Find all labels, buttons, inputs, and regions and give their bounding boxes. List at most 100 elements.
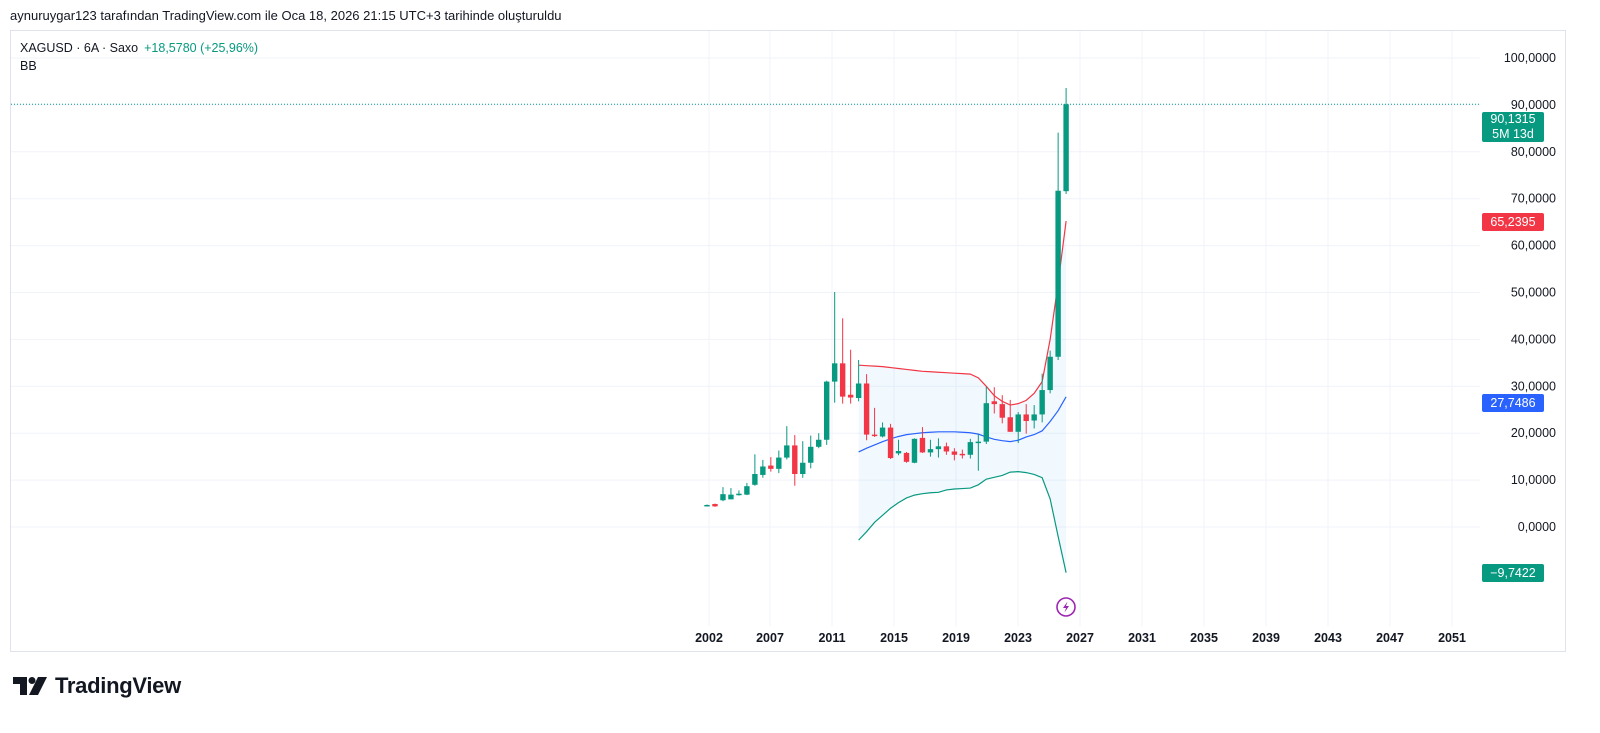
y-tick-label: 40,0000 bbox=[1511, 332, 1556, 346]
candle bbox=[871, 407, 878, 437]
candle-body bbox=[999, 404, 1005, 418]
bb-fill-area bbox=[858, 221, 1067, 573]
bb-lower-badge: −9,7422 bbox=[1482, 564, 1544, 582]
candle-body bbox=[816, 439, 822, 447]
bb-upper-line bbox=[858, 220, 1067, 406]
x-tick-label: 2039 bbox=[1252, 631, 1280, 645]
x-tick-label: 2047 bbox=[1376, 631, 1404, 645]
candle bbox=[1055, 132, 1061, 361]
candle bbox=[800, 441, 806, 478]
chart-frame[interactable] bbox=[10, 30, 1566, 652]
candle bbox=[728, 488, 734, 500]
candle-body bbox=[927, 449, 934, 453]
candle bbox=[1047, 350, 1053, 394]
candle-body bbox=[728, 494, 734, 500]
candle-body bbox=[808, 446, 814, 463]
candle bbox=[720, 487, 726, 502]
x-tick-label: 2007 bbox=[756, 631, 784, 645]
candle bbox=[983, 386, 989, 444]
candle bbox=[927, 439, 934, 457]
candle bbox=[736, 490, 742, 496]
y-tick-label: 90,0000 bbox=[1511, 98, 1556, 112]
candle-body bbox=[895, 451, 902, 454]
x-tick-label: 2027 bbox=[1066, 631, 1094, 645]
candle bbox=[991, 387, 997, 414]
candle-body bbox=[1015, 414, 1021, 432]
candle-body bbox=[1007, 417, 1013, 432]
candle-body bbox=[959, 453, 966, 456]
x-tick-label: 2015 bbox=[880, 631, 908, 645]
last-price-value: 90,1315 bbox=[1490, 112, 1536, 126]
candle bbox=[792, 435, 798, 486]
candle bbox=[919, 427, 926, 453]
candle-body bbox=[847, 394, 854, 398]
bb-basis-badge: 27,7486 bbox=[1482, 394, 1544, 412]
candle bbox=[943, 442, 950, 455]
candle bbox=[863, 374, 870, 441]
candle-body bbox=[839, 363, 846, 397]
candle bbox=[999, 395, 1005, 424]
candle-body bbox=[879, 427, 886, 437]
chart-legend: XAGUSD · 6A · Saxo +18,5780 (+25,96%) BB bbox=[20, 39, 258, 75]
y-tick-label: 10,0000 bbox=[1511, 473, 1556, 487]
symbol-info[interactable]: XAGUSD · 6A · Saxo bbox=[20, 41, 139, 55]
chart-credit: aynuruygar123 tarafından TradingView.com… bbox=[10, 8, 562, 23]
candle bbox=[879, 422, 886, 438]
candle bbox=[847, 349, 854, 404]
bar-countdown: 5M 13d bbox=[1492, 127, 1534, 141]
y-tick-label: 60,0000 bbox=[1511, 239, 1556, 253]
x-tick-label: 2043 bbox=[1314, 631, 1342, 645]
candle-body bbox=[911, 438, 918, 463]
candle bbox=[1039, 373, 1045, 423]
candle-body bbox=[736, 493, 742, 496]
candle-body bbox=[1039, 390, 1045, 415]
candle bbox=[768, 457, 774, 472]
candle-body bbox=[855, 383, 862, 399]
candle bbox=[1031, 405, 1037, 429]
candle-body bbox=[1055, 190, 1061, 357]
candle bbox=[1023, 404, 1029, 434]
y-tick-label: 100,0000 bbox=[1504, 51, 1556, 65]
candle-body bbox=[744, 486, 750, 495]
candle bbox=[1063, 88, 1069, 195]
candle bbox=[975, 433, 982, 471]
candle-body bbox=[784, 445, 790, 458]
x-tick-label: 2031 bbox=[1128, 631, 1156, 645]
candle-body bbox=[712, 504, 718, 507]
candle-body bbox=[1023, 414, 1029, 422]
candle-body bbox=[983, 403, 989, 442]
candle bbox=[895, 439, 902, 456]
y-tick-label: 70,0000 bbox=[1511, 192, 1556, 206]
candle-body bbox=[943, 446, 950, 452]
candle-body bbox=[975, 441, 982, 444]
tradingview-logo-text: TradingView bbox=[55, 673, 181, 698]
y-tick-label: 20,0000 bbox=[1511, 426, 1556, 440]
candle bbox=[816, 433, 822, 449]
candle bbox=[1007, 399, 1013, 432]
candle-body bbox=[776, 457, 782, 469]
candle bbox=[776, 450, 782, 474]
x-tick-label: 2011 bbox=[818, 631, 845, 645]
candle bbox=[752, 454, 758, 486]
bb-upper-badge: 65,2395 bbox=[1482, 213, 1544, 231]
candle-body bbox=[935, 446, 942, 450]
candle-body bbox=[760, 466, 766, 475]
candle-body bbox=[967, 442, 974, 455]
candle bbox=[967, 438, 974, 459]
y-tick-label: 50,0000 bbox=[1511, 286, 1556, 300]
candle-body bbox=[1063, 104, 1069, 192]
candle-body bbox=[871, 434, 878, 437]
tradingview-logo[interactable]: TradingView bbox=[13, 673, 181, 699]
candle-body bbox=[792, 445, 798, 475]
lightning-event-icon[interactable] bbox=[1056, 597, 1076, 617]
candle bbox=[704, 504, 710, 507]
bb-lower-line bbox=[858, 471, 1067, 573]
candle-body bbox=[824, 381, 830, 440]
candle bbox=[784, 426, 790, 460]
candle bbox=[1015, 412, 1021, 444]
candle-body bbox=[720, 494, 726, 501]
y-tick-label: 30,0000 bbox=[1511, 379, 1556, 393]
indicator-bb-label[interactable]: BB bbox=[20, 59, 37, 73]
candle bbox=[824, 380, 830, 445]
